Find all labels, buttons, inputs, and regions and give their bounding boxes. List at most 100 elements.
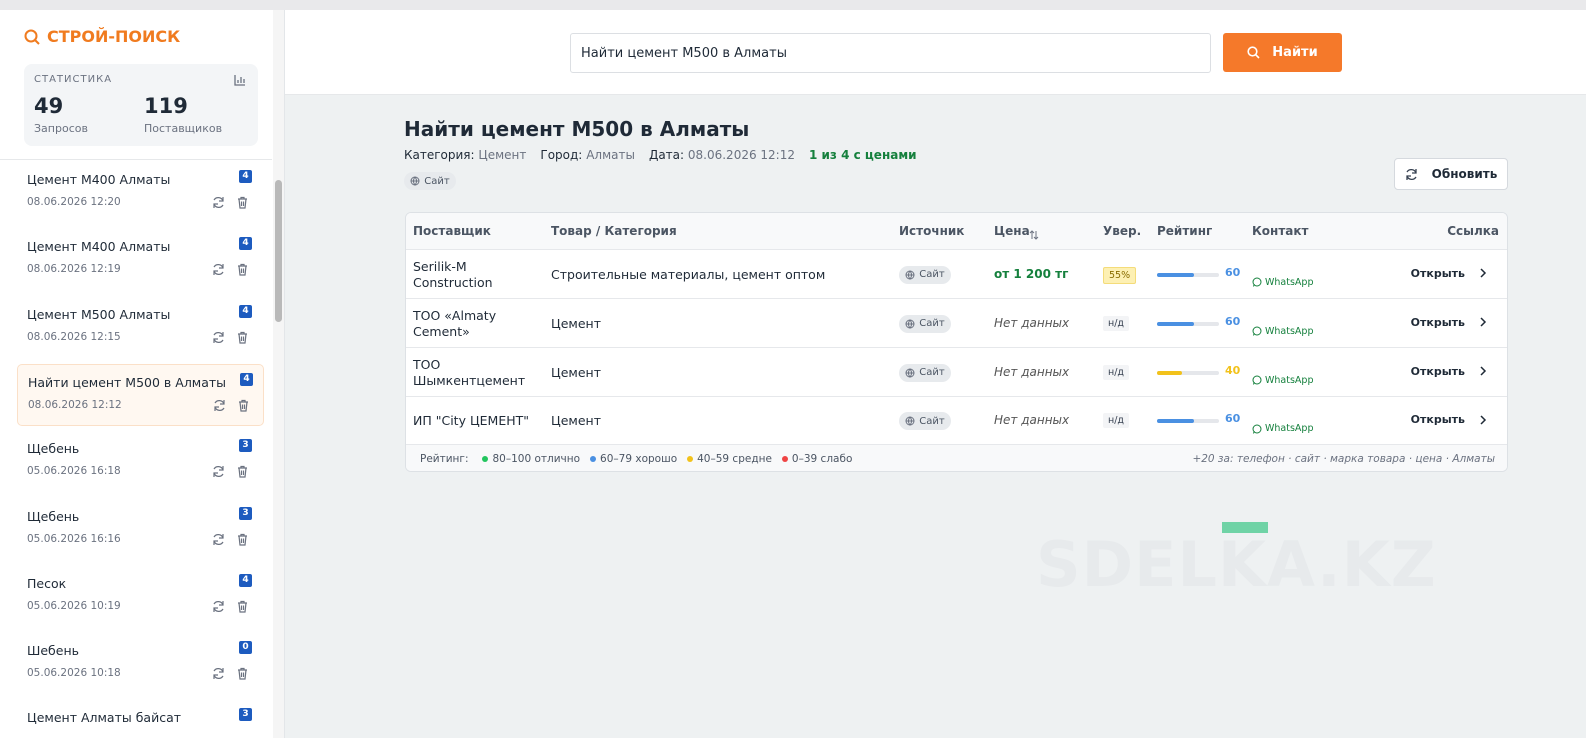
rating-value: 60 — [1225, 314, 1241, 328]
open-link[interactable]: Открыть — [1411, 267, 1487, 280]
history-refresh-svg — [213, 197, 224, 208]
history-date: 08.06.2026 12:20 — [27, 196, 121, 208]
history-title: Шебень — [27, 643, 79, 659]
history-delete[interactable] — [236, 598, 249, 617]
rating-bar — [1157, 321, 1195, 326]
globe-icon — [410, 176, 420, 186]
history-item[interactable]: Цемент М500 Алматы 08.06.2026 12:15 4 — [17, 297, 264, 359]
meta-value: Цемент — [478, 148, 527, 162]
whatsapp-icon — [1252, 375, 1262, 385]
history-refresh[interactable] — [213, 397, 226, 416]
rating-bar — [1157, 419, 1195, 423]
refresh-icon — [1406, 168, 1417, 180]
contact[interactable]: WhatsApp — [1252, 326, 1313, 337]
history-delete[interactable] — [236, 463, 249, 482]
contact-label: WhatsApp — [1265, 374, 1314, 386]
product: Строительные материалы, цемент оптом — [551, 266, 826, 282]
column-header: Рейтинг — [1157, 224, 1213, 238]
history-count: 4 — [239, 170, 252, 183]
supplier: ТОО «Almaty Cement» — [413, 307, 497, 339]
history-refresh[interactable] — [212, 531, 225, 550]
source: Сайт — [899, 412, 951, 430]
history-item[interactable]: Песок 05.06.2026 10:19 4 — [17, 566, 264, 628]
history-item[interactable]: Цемент М400 Алматы 08.06.2026 12:20 4 — [17, 162, 264, 224]
history-item[interactable]: Найти цемент М500 в Алматы 08.06.2026 12:… — [17, 363, 264, 426]
search-input[interactable]: Найти цемент М500 в Алматы — [570, 33, 1211, 73]
stat-value: 119 — [144, 94, 188, 118]
history-delete[interactable] — [236, 531, 249, 550]
refresh-label: Обновить — [1431, 167, 1498, 181]
sort-icon-svg — [1029, 230, 1039, 240]
history-delete[interactable] — [236, 261, 249, 280]
scrollbar[interactable] — [273, 10, 284, 738]
stat-label: Поставщиков — [144, 122, 223, 135]
contact[interactable]: WhatsApp — [1252, 423, 1313, 434]
history-date: 05.06.2026 16:18 — [27, 465, 121, 478]
search-bar: Найти цемент М500 в Алматы Найти — [285, 10, 1586, 95]
history-item[interactable]: Шебень 05.06.2026 10:18 0 — [17, 633, 264, 695]
column-header: Товар / Категория — [551, 224, 677, 238]
legend-note: +20 за: телефон · сайт · марка товара · … — [1192, 453, 1495, 465]
result-title: Найти цемент М500 в Алматы — [404, 117, 750, 141]
globe-icon — [905, 416, 915, 426]
search-button[interactable]: Найти — [1223, 33, 1342, 72]
table-row: ТОО Шымкентцемент Цемент Сайт Нет данных н/д… — [406, 347, 1507, 396]
confidence: 55% — [1103, 266, 1137, 284]
product: Цемент — [551, 413, 601, 428]
confidence: н/д — [1103, 364, 1129, 380]
open-label: Открыть — [1410, 364, 1465, 378]
contact[interactable]: WhatsApp — [1252, 375, 1313, 386]
history-refresh[interactable] — [212, 261, 225, 280]
sidebar: СТРОЙ-ПОИСК СТАТИСТИКА 49 Запросов 119 Пост… — [0, 10, 285, 738]
history-delete[interactable] — [236, 329, 249, 348]
history-delete-svg — [238, 196, 247, 209]
history-date: 05.06.2026 10:19 — [27, 599, 121, 612]
table-header — [406, 213, 1507, 249]
sort-icon[interactable] — [1029, 225, 1039, 244]
source-label: Сайт — [919, 415, 945, 427]
history-refresh[interactable] — [212, 665, 225, 684]
product: Цемент — [551, 315, 601, 331]
open-link[interactable]: Открыть — [1411, 365, 1487, 378]
history-refresh-svg — [213, 533, 224, 545]
refresh-button[interactable]: Обновить — [1394, 158, 1508, 190]
chevron-svg — [1480, 366, 1487, 376]
history-title: Цемент М400 Алматы — [27, 239, 171, 255]
legend-dot — [590, 456, 597, 462]
open-link[interactable]: Открыть — [1411, 316, 1487, 329]
stat-label: Запросов — [34, 122, 88, 135]
rating-legend: Рейтинг: 80–100 отлично 60–79 хорошо 40–59 … — [420, 453, 852, 465]
history-delete[interactable] — [236, 194, 249, 213]
legend-label: 40–59 средне — [697, 453, 772, 465]
history-title: Цемент М400 Алматы — [27, 172, 171, 187]
history-item[interactable]: Щебень 05.06.2026 16:18 3 — [17, 431, 264, 493]
legend-dot — [781, 456, 788, 462]
history-item[interactable]: Цемент М400 Алматы 08.06.2026 12:19 4 — [17, 229, 264, 291]
history-count: 4 — [240, 372, 253, 386]
watermark: SDELKA.KZ — [1036, 528, 1437, 601]
brand: СТРОЙ-ПОИСК — [47, 27, 181, 46]
globe-icon — [905, 368, 915, 378]
history-item[interactable]: Щебень 05.06.2026 16:16 3 — [17, 499, 264, 561]
history-refresh[interactable] — [212, 329, 225, 348]
column-header: Поставщик — [413, 224, 491, 238]
history-refresh-svg — [213, 600, 224, 612]
result-meta: Категория: Цемент Город: Алматы Дата: 08.0… — [404, 148, 917, 162]
open-link[interactable]: Открыть — [1411, 413, 1487, 426]
history-item[interactable]: Цемент Алматы байсат 3 — [17, 700, 264, 738]
history-refresh[interactable] — [212, 463, 225, 482]
globe-icon-svg — [905, 270, 915, 280]
history-delete-svg — [238, 264, 247, 276]
history-refresh[interactable] — [212, 598, 225, 617]
history-delete[interactable] — [236, 665, 249, 684]
legend-item: 0–39 слабо — [781, 453, 852, 465]
price: Нет данных — [994, 315, 1070, 330]
contact-label: WhatsApp — [1265, 276, 1314, 288]
history-refresh[interactable] — [212, 194, 225, 213]
scroll-thumb[interactable] — [275, 180, 282, 322]
stats-icon — [234, 75, 245, 86]
contact[interactable]: WhatsApp — [1252, 277, 1313, 288]
history-delete[interactable] — [237, 397, 250, 416]
history-title: Песок — [27, 575, 67, 591]
